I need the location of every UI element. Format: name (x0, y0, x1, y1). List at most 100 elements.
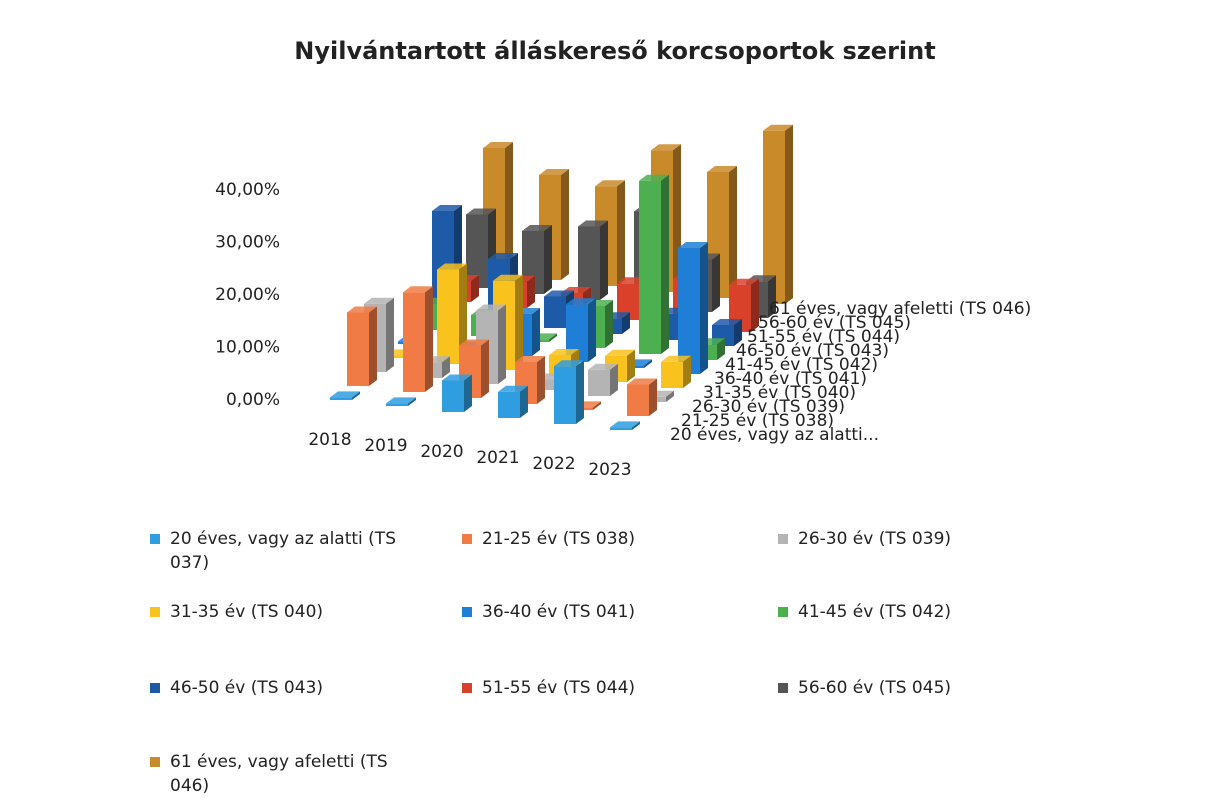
bar-side (442, 356, 450, 378)
bar (442, 380, 464, 412)
bar-top (493, 274, 523, 281)
bar-side (622, 312, 630, 334)
series-axis-label: 26-30 év (TS 039) (692, 397, 845, 417)
bar-top (578, 220, 608, 227)
bar (466, 214, 488, 288)
bar-top (595, 180, 625, 187)
bar-top (588, 363, 618, 370)
bar-side (649, 378, 657, 416)
chart-title: Nyilvántartott álláskereső korcsoportok … (294, 37, 935, 65)
bar (498, 391, 520, 418)
bar (386, 403, 408, 406)
bar-top (488, 253, 518, 259)
bar-side (644, 359, 652, 368)
bar (554, 366, 576, 424)
bar-side (661, 174, 669, 354)
bar-side (717, 338, 725, 360)
bar-side (352, 391, 360, 400)
bar-top (544, 290, 574, 297)
x-tick-label: 2021 (476, 448, 519, 468)
bar-side (683, 355, 691, 388)
bar-side (471, 275, 479, 302)
bar (544, 296, 566, 328)
x-tick-label: 2018 (308, 430, 351, 450)
bar-top (651, 144, 681, 151)
bar-top (678, 242, 708, 248)
series-axis-label: 56-60 év (TS 045) (758, 313, 911, 333)
bar-side (734, 319, 742, 346)
bar (403, 292, 425, 392)
bar-side (459, 263, 467, 364)
bar (566, 304, 588, 362)
bar-top (437, 263, 467, 270)
bar-side (576, 360, 584, 424)
bar-side (464, 374, 472, 412)
bar (437, 269, 459, 364)
bar-side (544, 225, 552, 294)
bar-side (520, 385, 528, 418)
bar (578, 226, 600, 300)
series-axis-label: 41-45 év (TS 042) (725, 355, 878, 375)
bar-top (610, 421, 640, 428)
bar (639, 180, 661, 354)
bar-top (432, 205, 462, 211)
bar-top (661, 355, 691, 362)
bar-top (483, 142, 513, 148)
bar (617, 283, 639, 320)
series-axis-label: 21-25 év (TS 038) (681, 411, 834, 431)
y-tick-label: 10,00% (215, 338, 280, 358)
bar-top (566, 298, 596, 305)
bar (347, 312, 369, 386)
bar-side (729, 166, 737, 298)
bar-top (729, 278, 759, 285)
bar-top (707, 166, 737, 172)
bar-side (481, 339, 489, 398)
bar-side (610, 363, 618, 396)
bar-side (712, 253, 720, 312)
x-tick-label: 2022 (532, 454, 575, 474)
bar-side (627, 349, 635, 382)
bar-side (666, 390, 674, 402)
bar-top (386, 397, 416, 404)
bar-side (617, 180, 625, 286)
bar-side (549, 333, 557, 342)
bar (610, 427, 632, 430)
bar-side (593, 401, 601, 410)
bar-side (425, 286, 433, 392)
bar (661, 361, 683, 388)
x-tick-label: 2023 (588, 460, 631, 480)
y-tick-label: 20,00% (215, 285, 280, 305)
series-axis-label: 46-50 év (TS 043) (736, 341, 889, 361)
bar-top (515, 356, 545, 362)
bar-top (330, 391, 360, 398)
bar-side (605, 300, 613, 348)
bar-top (627, 378, 657, 385)
bar-side (527, 275, 535, 308)
series-axis-label: 51-55 év (TS 044) (747, 327, 900, 347)
bar-side (600, 220, 608, 300)
series-axis-label: 61 éves, vagy afeletti (TS 046) (769, 299, 1031, 319)
series-axis-label: 20 éves, vagy az alatti... (670, 425, 879, 445)
bar-top (539, 169, 569, 175)
bar-top (364, 297, 394, 304)
bar-top (712, 319, 742, 325)
bar-side (505, 142, 513, 274)
bar-top (605, 349, 635, 356)
y-tick-label: 40,00% (215, 180, 280, 200)
bar-side (386, 297, 394, 372)
series-axis-label: 31-35 év (TS 040) (703, 383, 856, 403)
x-tick-label: 2020 (420, 442, 463, 462)
bar (763, 130, 785, 304)
bar-side (785, 124, 793, 304)
bar-side (561, 169, 569, 280)
bar-side (408, 397, 416, 406)
bar-side (369, 306, 377, 386)
bar-side (632, 421, 640, 430)
bar-top (498, 385, 528, 392)
bar (330, 397, 352, 400)
bar-side (751, 278, 759, 332)
series-axis-label: 36-40 év (TS 041) (714, 369, 867, 389)
bar-side (498, 304, 506, 384)
bar-side (537, 356, 545, 404)
